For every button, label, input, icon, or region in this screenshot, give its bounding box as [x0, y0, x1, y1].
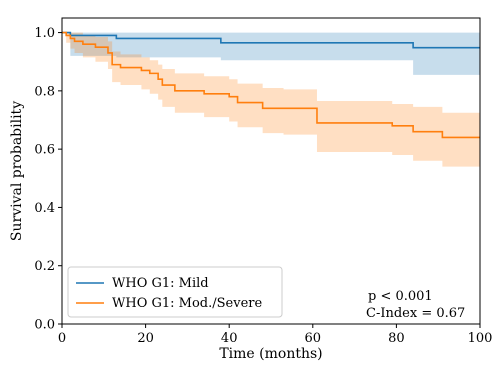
- x-tick-label: 80: [388, 331, 405, 346]
- y-tick-label: 0.6: [34, 143, 55, 158]
- x-axis-ticks: 0 20 40 60 80 100: [58, 324, 493, 346]
- plot-frame: [61, 17, 481, 325]
- survival-line-mild: [62, 31, 480, 49]
- y-axis-label: Survival probability: [9, 101, 25, 241]
- c-index-annotation: C-Index = 0.67: [366, 306, 465, 321]
- legend-box: [67, 266, 283, 318]
- x-tick-label: 0: [58, 331, 66, 346]
- ci-band-severe: [62, 32, 480, 167]
- x-tick-label: 100: [468, 331, 493, 346]
- y-tick-label: 0.0: [34, 318, 55, 333]
- y-tick-label: 0.2: [34, 259, 55, 274]
- p-value-annotation: p < 0.001: [368, 289, 433, 304]
- legend-label-severe: WHO G1: Mod./Severe: [112, 296, 262, 311]
- y-axis-ticks: 0.0 0.2 0.4 0.6 0.8 1.0: [34, 26, 62, 333]
- x-tick-label: 40: [221, 331, 238, 346]
- x-tick-label: 60: [305, 331, 322, 346]
- y-tick-label: 1.0: [34, 26, 55, 41]
- y-tick-label: 0.8: [34, 84, 55, 99]
- x-tick-label: 20: [137, 331, 154, 346]
- x-axis-label: Time (months): [219, 346, 322, 362]
- survival-line-severe: [62, 31, 480, 139]
- survival-lines: [62, 31, 480, 139]
- y-tick-label: 0.4: [34, 201, 55, 216]
- legend-label-mild: WHO G1: Mild: [112, 276, 209, 291]
- legend: WHO G1: Mild WHO G1: Mod./Severe: [67, 266, 283, 318]
